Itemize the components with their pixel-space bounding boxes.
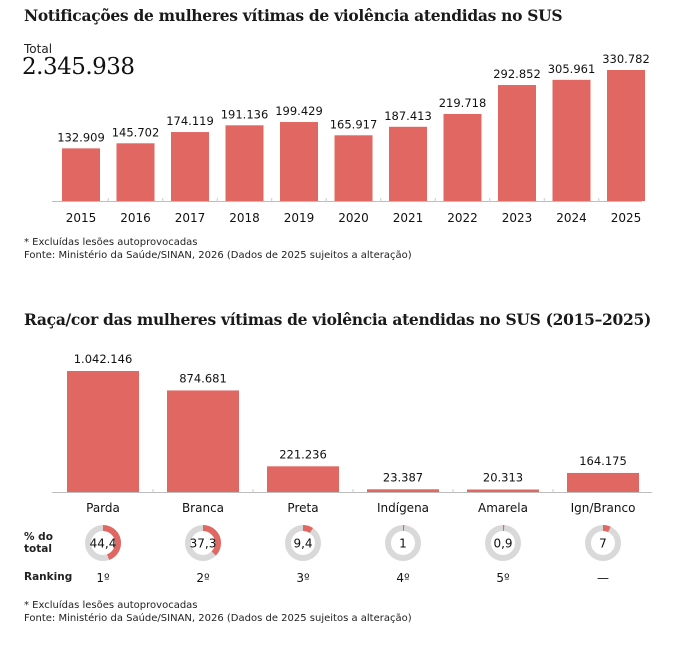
percent-value-amarela: 0,9	[493, 537, 512, 551]
bar-2016	[116, 143, 155, 201]
x-tick-label-2018: 2018	[229, 211, 260, 225]
bar-2022	[443, 113, 482, 201]
percent-value-ind-gena: 1	[399, 537, 407, 551]
data-label-2022: 219.718	[439, 96, 487, 110]
data-label-2019: 199.429	[275, 104, 323, 118]
note-excluded: * Excluídas lesões autoprovocadas	[24, 237, 198, 248]
donut-share-amarela	[485, 525, 521, 561]
bar-chart-race: 1.042.146 Parda 44,4 1º 874.681 Branca 37,3 2º 2…	[52, 352, 652, 585]
data-label-preta: 221.236	[279, 447, 327, 461]
ranking-value-ign-branco: —	[597, 571, 609, 585]
note-excluded: * Excluídas lesões autoprovocadas	[24, 600, 198, 611]
ranking-value-branca: 2º	[196, 571, 210, 585]
ranking-value-amarela: 5º	[496, 571, 510, 585]
x-tick-label-2023: 2023	[502, 211, 533, 225]
data-label-ind-gena: 23.387	[383, 470, 423, 484]
bar-2023	[498, 85, 536, 201]
x-tick-label-2021: 2021	[393, 211, 424, 225]
x-tick-label-2015: 2015	[66, 211, 97, 225]
data-label-amarela: 20.313	[483, 471, 523, 485]
data-label-2018: 191.136	[221, 107, 269, 121]
ranking-value-preta: 3º	[296, 571, 310, 585]
data-label-2016: 145.702	[112, 125, 160, 139]
bar-2018	[225, 125, 264, 201]
bar-2017	[171, 132, 209, 201]
x-tick-label-2025: 2025	[611, 211, 642, 225]
data-label-2015: 132.909	[57, 130, 105, 144]
data-label-2021: 187.413	[384, 109, 432, 123]
bar-branca	[167, 390, 239, 492]
bar-2021	[389, 126, 427, 201]
data-label-2017: 174.119	[166, 114, 214, 128]
bar-2020	[334, 135, 373, 201]
note-source: Fonte: Ministério da Saúde/SINAN, 2026 (…	[24, 613, 412, 624]
data-label-2020: 165.917	[330, 117, 378, 131]
x-tick-label-2017: 2017	[175, 211, 206, 225]
total-label: Total	[24, 42, 53, 56]
percent-value-parda: 44,4	[90, 537, 117, 551]
percent-row-label: % do total	[24, 531, 53, 555]
chart-title-race: Raça/cor das mulheres vítimas de violênc…	[24, 310, 651, 329]
x-tick-label-ign-branco: Ign/Branco	[571, 501, 636, 515]
x-tick-label-parda: Parda	[86, 501, 120, 515]
percent-row-label-line1: % do	[24, 531, 53, 543]
bar-preta	[267, 466, 339, 492]
donut-share-parda	[85, 525, 121, 561]
bar-amarela	[467, 489, 539, 492]
x-tick-label-2019: 2019	[284, 211, 315, 225]
bar-2025	[607, 70, 645, 201]
total-value: 2.345.938	[22, 54, 135, 80]
x-tick-label-2016: 2016	[120, 211, 151, 225]
x-tick-label-2024: 2024	[556, 211, 587, 225]
donut-share-ign-branco	[585, 525, 621, 561]
x-tick-label-branca: Branca	[182, 501, 224, 515]
x-tick-label-2022: 2022	[447, 211, 478, 225]
chart-notes-notifications: * Excluídas lesões autoprovocadas Fonte:…	[24, 236, 412, 262]
percent-value-preta: 9,4	[293, 537, 312, 551]
data-label-2025: 330.782	[602, 52, 650, 66]
x-tick-label-2020: 2020	[338, 211, 369, 225]
donut-share-branca	[185, 525, 221, 561]
bar-2024	[552, 79, 591, 201]
data-label-parda: 1.042.146	[74, 352, 133, 366]
bar-chart-notifications: 132.909 2015 145.702 2016 174.119 2017 191.136…	[52, 52, 650, 225]
data-label-branca: 874.681	[179, 371, 227, 385]
data-label-2023: 292.852	[493, 67, 541, 81]
chart-notes-race: * Excluídas lesões autoprovocadas Fonte:…	[24, 599, 412, 625]
x-tick-label-ind-gena: Indígena	[377, 501, 429, 515]
donut-share-ind-gena	[385, 525, 421, 561]
data-label-ign-branco: 164.175	[579, 454, 627, 468]
note-source: Fonte: Ministério da Saúde/SINAN, 2026 (…	[24, 250, 412, 261]
donut-share-preta	[285, 525, 321, 561]
bar-2015	[62, 148, 100, 201]
bar-ind-gena	[367, 489, 439, 492]
bar-2019	[280, 122, 318, 201]
ranking-value-ind-gena: 4º	[396, 571, 410, 585]
bar-parda	[67, 371, 139, 492]
chart-title-notifications: Notificações de mulheres vítimas de viol…	[24, 6, 563, 25]
data-label-2024: 305.961	[548, 62, 596, 76]
percent-value-ign-branco: 7	[599, 537, 607, 551]
x-tick-label-amarela: Amarela	[478, 501, 528, 515]
x-tick-label-preta: Preta	[287, 501, 318, 515]
bar-ign-branco	[567, 472, 639, 492]
percent-row-label-line2: total	[24, 543, 52, 555]
percent-value-branca: 37,3	[190, 537, 217, 551]
ranking-value-parda: 1º	[96, 571, 110, 585]
ranking-row-label: Ranking	[24, 571, 73, 583]
